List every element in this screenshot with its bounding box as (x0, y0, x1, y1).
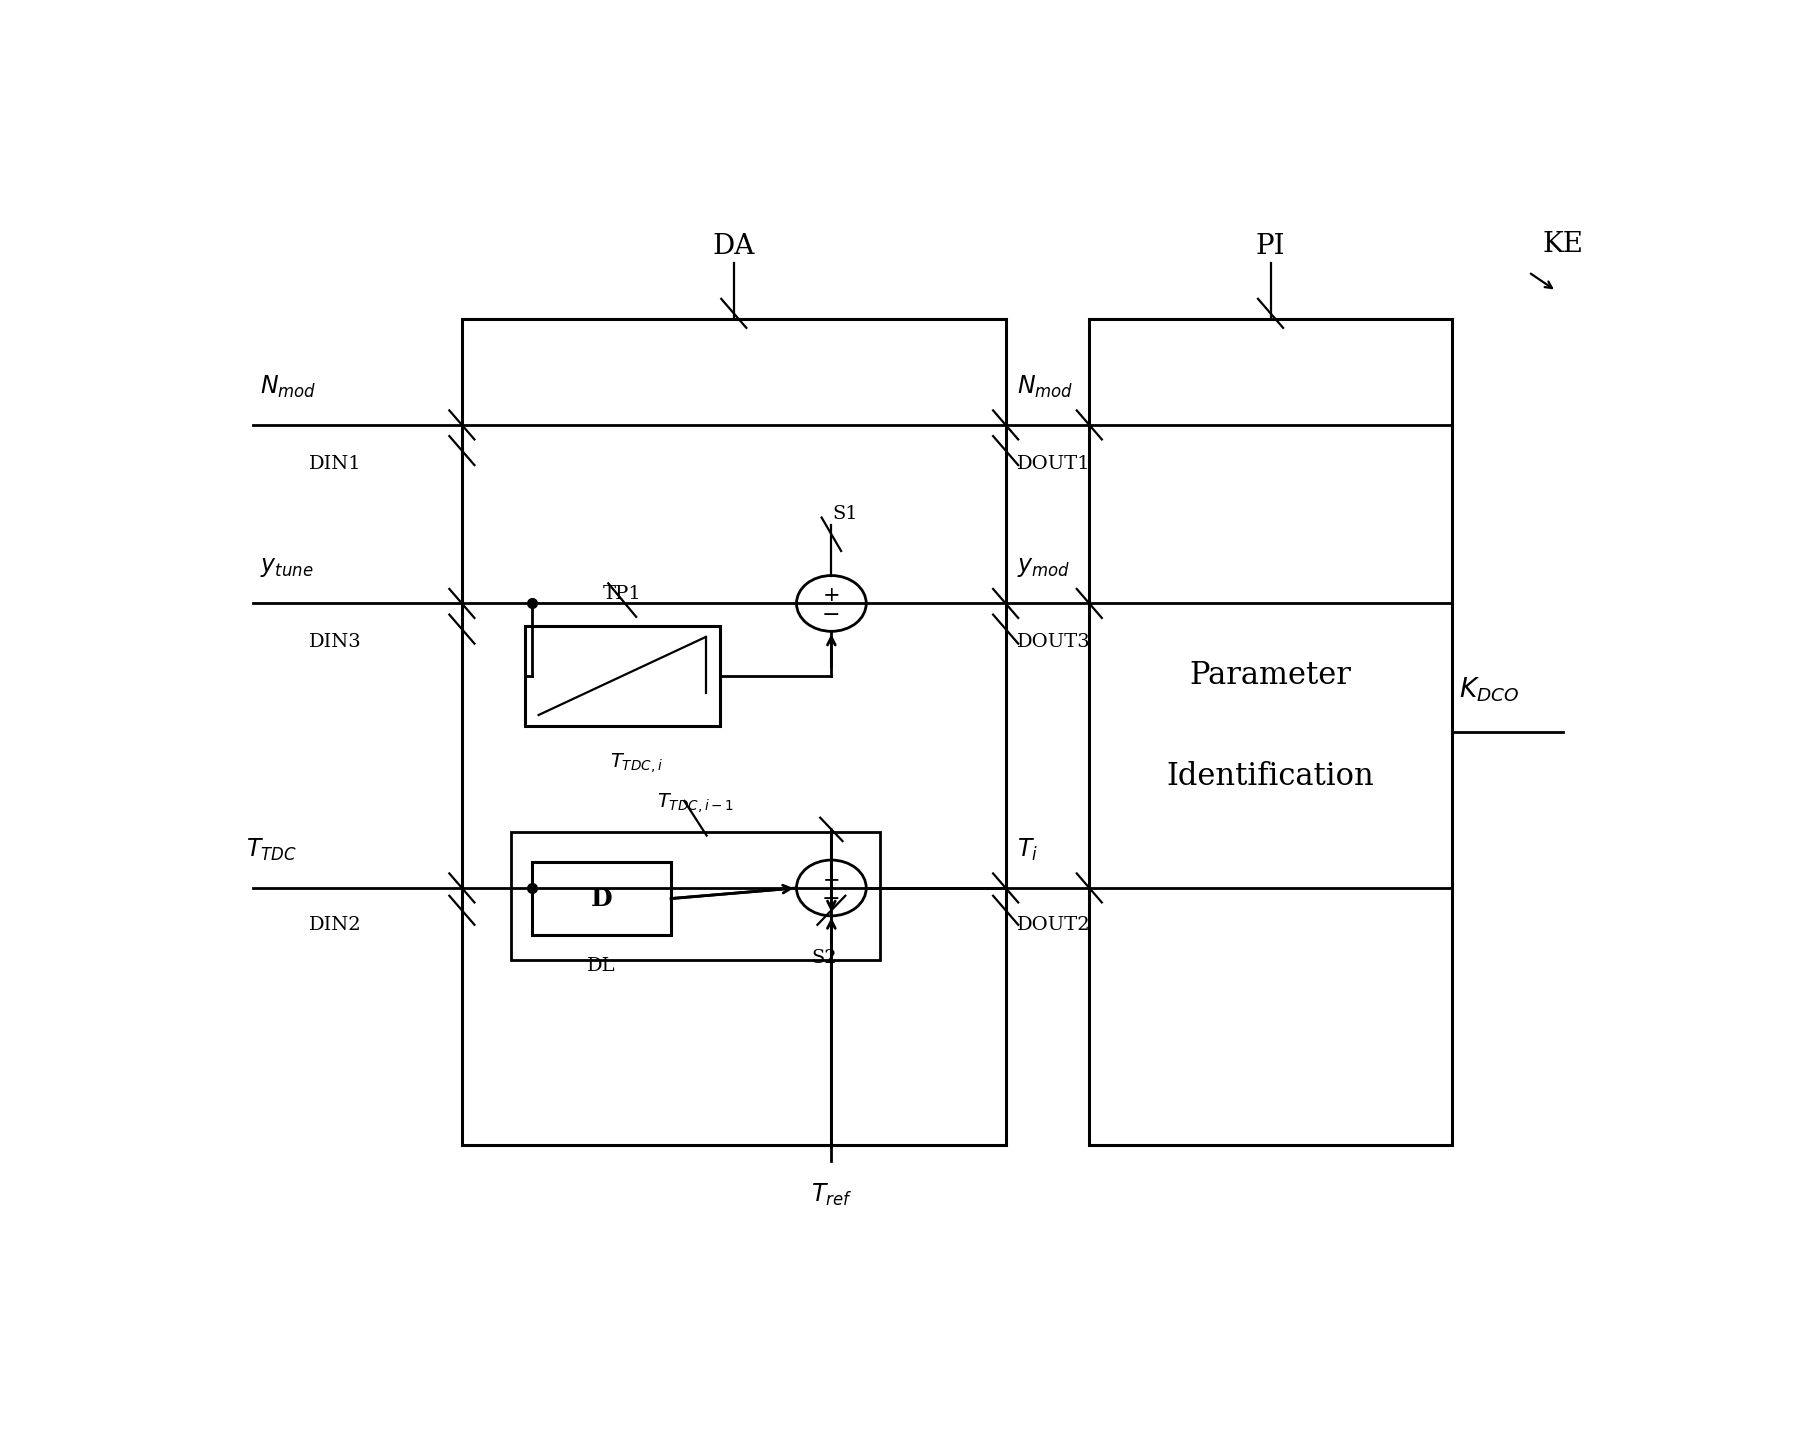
Text: DIN2: DIN2 (309, 916, 361, 933)
Text: PI: PI (1255, 233, 1284, 259)
Text: −: − (822, 604, 840, 626)
Text: $N_{mod}$: $N_{mod}$ (259, 374, 316, 400)
Text: D: D (590, 887, 611, 910)
Text: DA: DA (712, 233, 755, 259)
Text: S2: S2 (811, 949, 836, 968)
Bar (462, 319, 1005, 1145)
Text: KE: KE (1541, 230, 1582, 258)
Text: Parameter: Parameter (1188, 661, 1350, 691)
Text: DL: DL (586, 958, 615, 975)
Bar (1090, 319, 1451, 1145)
Text: DOUT2: DOUT2 (1016, 916, 1090, 933)
Text: $T_{ref}$: $T_{ref}$ (811, 1181, 852, 1207)
Text: DIN1: DIN1 (309, 455, 361, 472)
Text: $T_{TDC}$: $T_{TDC}$ (246, 838, 297, 864)
Text: $y_{mod}$: $y_{mod}$ (1016, 556, 1070, 580)
Text: +: + (822, 587, 840, 606)
Text: $T_i$: $T_i$ (1016, 838, 1037, 864)
Text: $y_{tune}$: $y_{tune}$ (259, 556, 313, 580)
Text: S1: S1 (832, 506, 858, 523)
Text: $K_{DCO}$: $K_{DCO}$ (1458, 675, 1518, 704)
Text: Identification: Identification (1167, 761, 1374, 791)
Text: +: + (822, 871, 840, 890)
Text: DIN3: DIN3 (309, 633, 361, 652)
Text: $N_{mod}$: $N_{mod}$ (1016, 374, 1073, 400)
Text: $T_{TDC,i}$: $T_{TDC,i}$ (610, 751, 662, 775)
Bar (511, 832, 879, 961)
Text: DOUT1: DOUT1 (1016, 455, 1090, 472)
Bar (532, 862, 671, 935)
Text: −: − (822, 888, 840, 910)
Text: DOUT3: DOUT3 (1016, 633, 1090, 652)
Text: TP1: TP1 (602, 585, 642, 603)
Bar (525, 626, 719, 726)
Text: $T_{TDC,i-1}$: $T_{TDC,i-1}$ (656, 791, 734, 816)
